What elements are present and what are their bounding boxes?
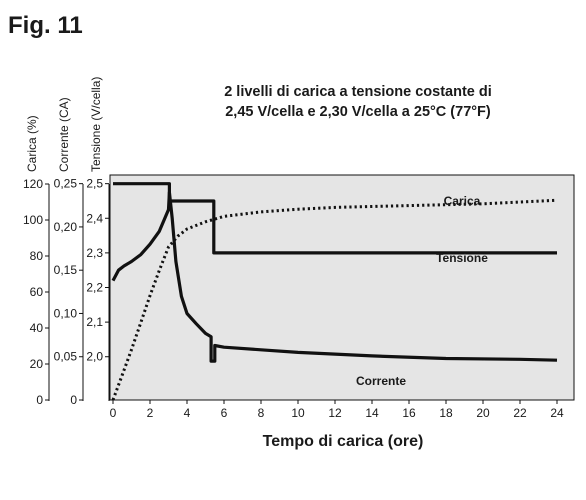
x-tick-label: 4	[184, 406, 191, 420]
chart-title-line: 2 livelli di carica a tensione costante …	[224, 84, 492, 100]
x-axis-title: Tempo di carica (ore)	[263, 433, 424, 450]
x-tick-label: 18	[439, 406, 453, 420]
y-tick-label: 0	[36, 393, 43, 407]
y-tick-label: 100	[23, 213, 43, 227]
y-tick-label: 40	[30, 321, 44, 335]
y-tick-label: 0,10	[54, 306, 78, 320]
x-tick-label: 14	[365, 406, 379, 420]
y-tick-label: 0,25	[54, 177, 78, 191]
figure-label: Fig. 11	[8, 12, 83, 39]
y-tick-label: 80	[30, 249, 44, 263]
x-tick-label: 24	[550, 406, 564, 420]
y-axis-title-2: Tensione (V/cella)	[89, 77, 103, 172]
series-line-corrente	[111, 190, 558, 363]
x-tick-label: 10	[291, 406, 305, 420]
y-tick-label: 0,05	[54, 350, 78, 364]
x-tick-label: 20	[476, 406, 490, 420]
x-tick-label: 12	[328, 406, 342, 420]
y-tick-label: 0	[70, 393, 77, 407]
series-label-tensione: Tensione	[436, 251, 488, 265]
plot-area	[109, 174, 575, 401]
y-tick-label: 2,4	[86, 211, 103, 225]
y-tick-label: 20	[30, 357, 44, 371]
x-tick-label: 6	[221, 406, 228, 420]
y-tick-label: 120	[23, 177, 43, 191]
y-tick-label: 2,0	[86, 350, 103, 364]
series-line-carica	[111, 198, 558, 401]
y-tick-label: 2,3	[86, 246, 103, 260]
y-tick-label: 0,15	[54, 263, 78, 277]
chart-title-line: 2,45 V/cella e 2,30 V/cella a 25°C (77°F…	[225, 104, 491, 120]
series-label-carica: Carica	[444, 194, 481, 208]
y-tick-label: 2,2	[86, 281, 103, 295]
y-tick-label: 60	[30, 285, 44, 299]
x-tick-label: 2	[147, 406, 154, 420]
series-line-tensione	[113, 182, 557, 255]
series-label-corrente: Corrente	[356, 374, 406, 388]
y-axis-title-1: Corrente (CA)	[57, 97, 71, 172]
x-tick-label: 16	[402, 406, 416, 420]
y-tick-label: 2,1	[86, 315, 103, 329]
x-tick-label: 22	[513, 406, 527, 420]
y-axis-title-0: Carica (%)	[25, 115, 39, 172]
x-tick-label: 0	[110, 406, 117, 420]
x-tick-label: 8	[258, 406, 265, 420]
y-tick-label: 2,5	[86, 177, 103, 191]
y-tick-label: 0,20	[54, 220, 78, 234]
